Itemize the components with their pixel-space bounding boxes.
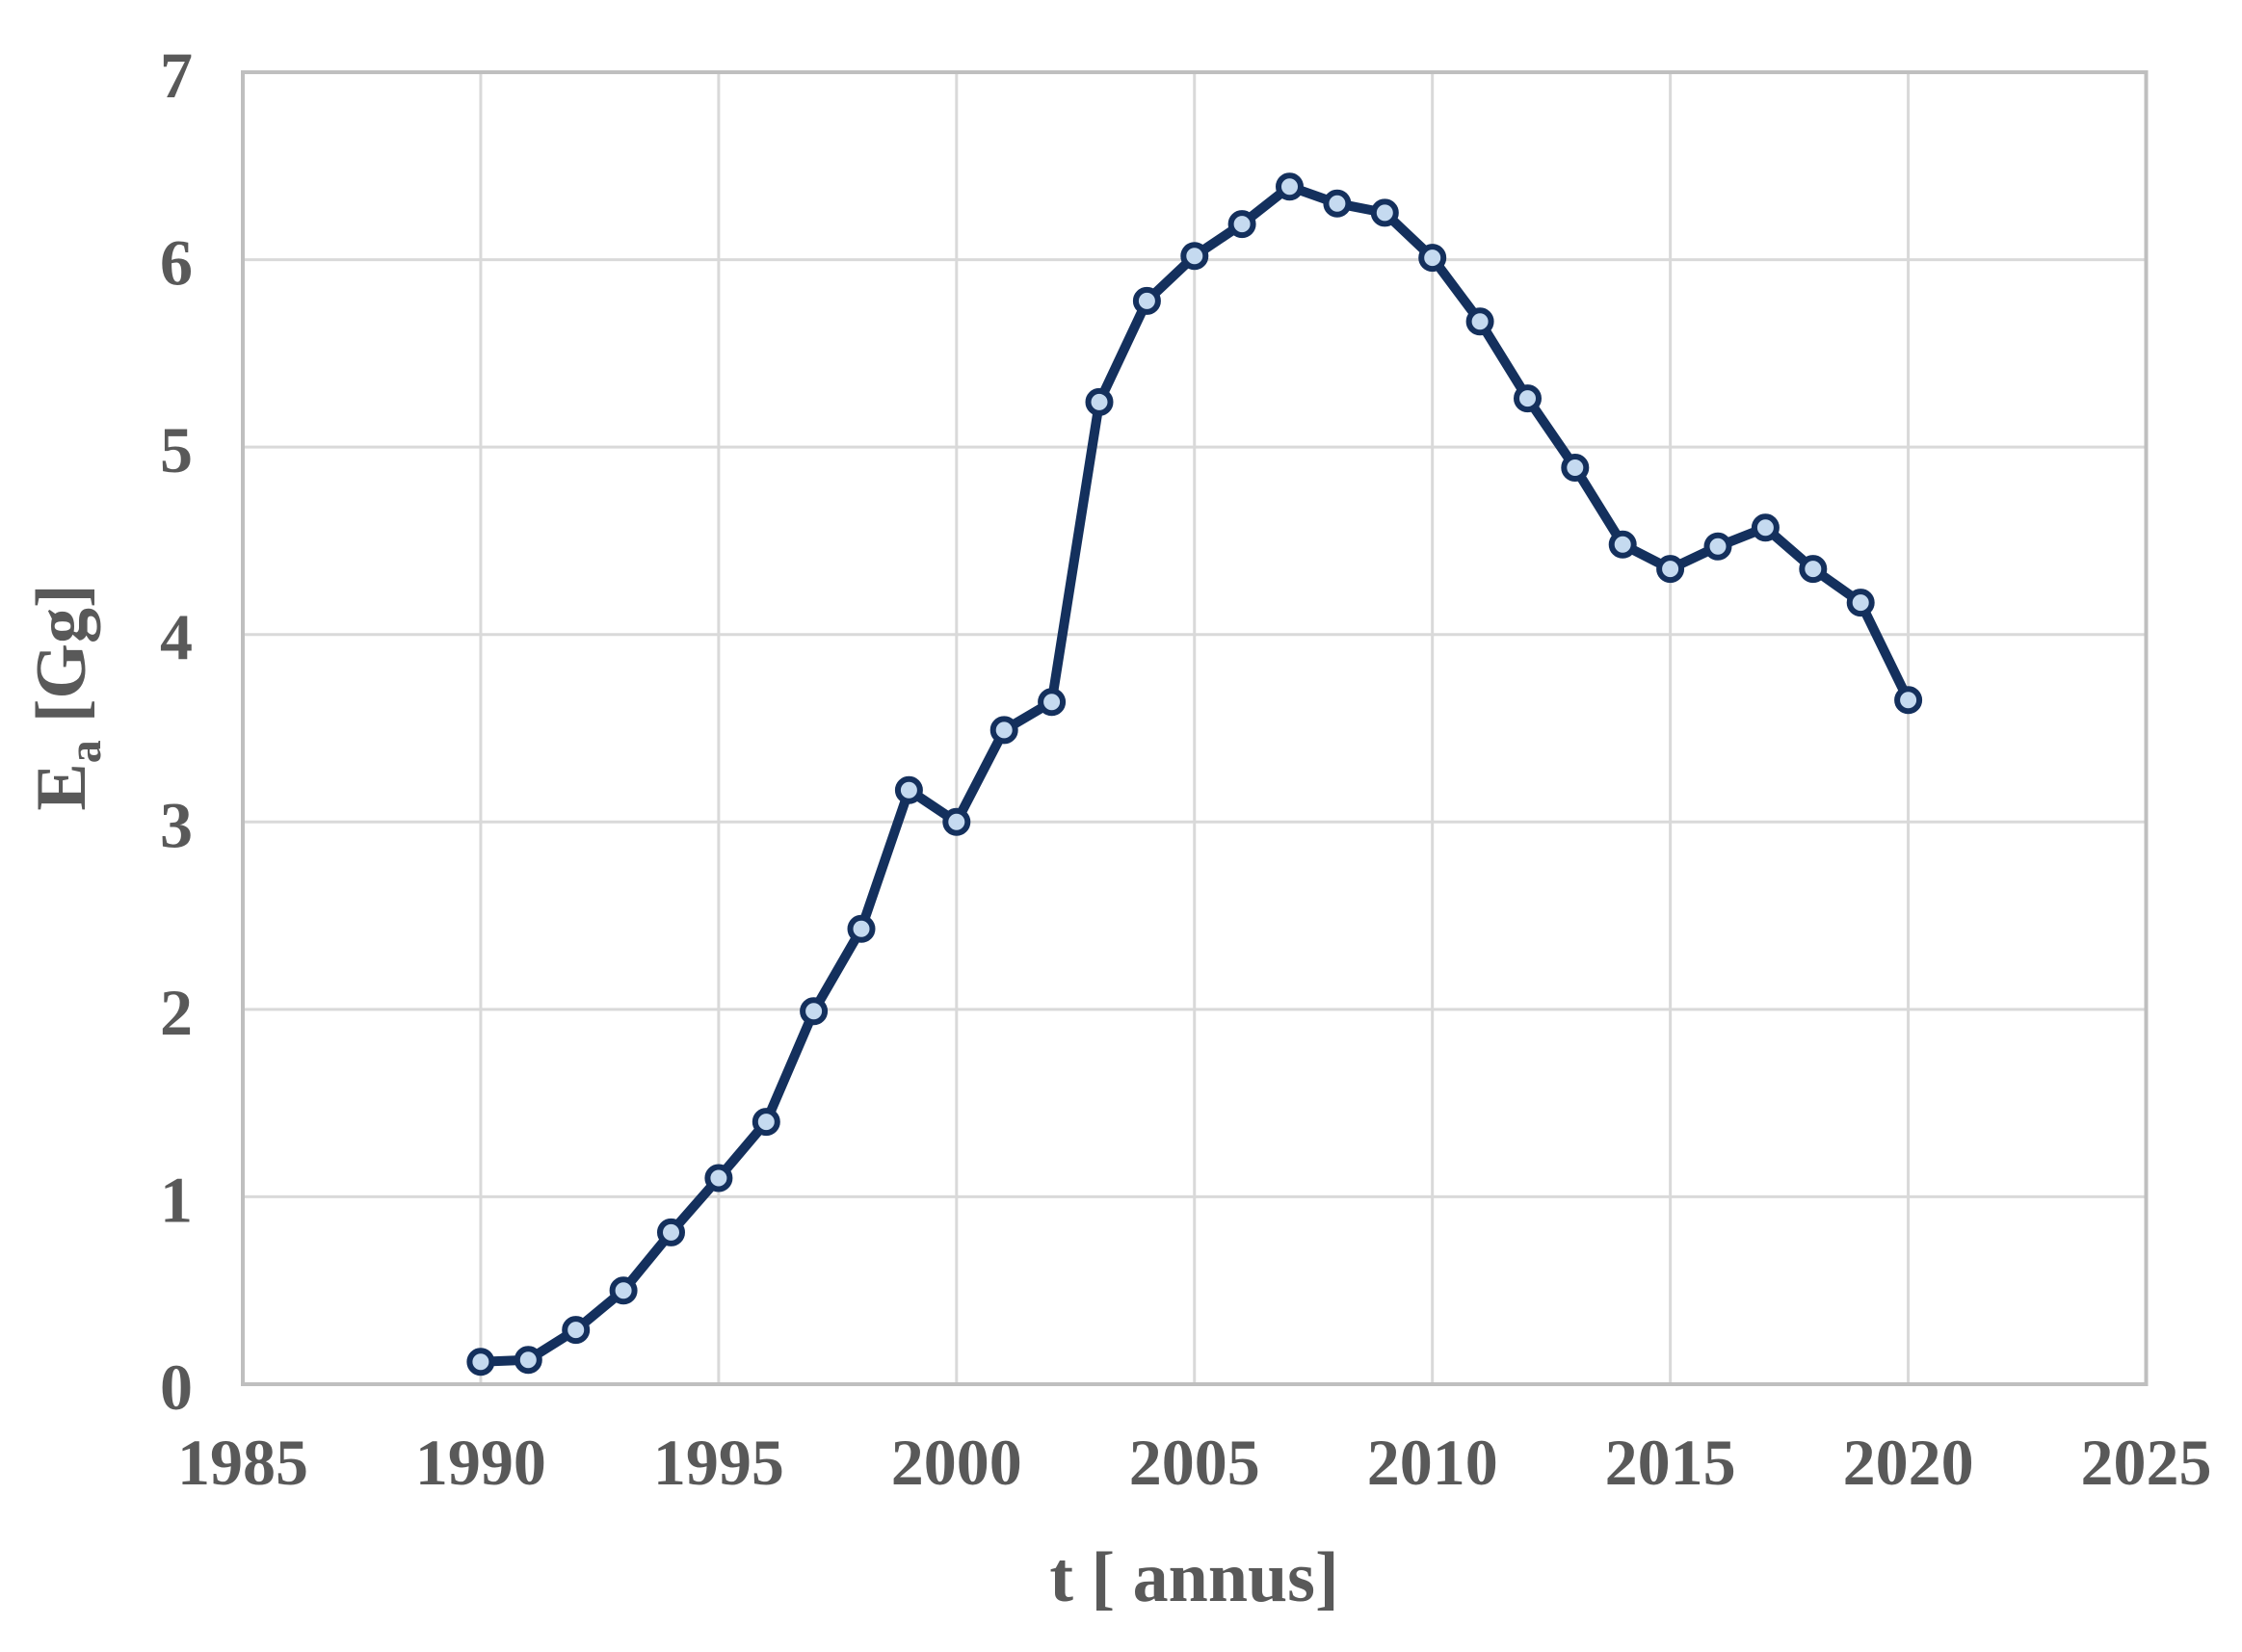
y-axis-title-symbol: E [22, 763, 101, 810]
data-point-marker [1418, 244, 1447, 273]
data-point-marker [1514, 384, 1542, 413]
y-tick-label: 5 [160, 413, 193, 486]
x-tick-label: 1990 [415, 1426, 546, 1499]
data-point-marker [942, 807, 971, 836]
data-point-marker [800, 997, 829, 1026]
y-tick-labels: 0 1 2 3 4 5 6 7 [160, 39, 193, 1424]
data-point-marker [847, 914, 876, 943]
data-point-marker [704, 1164, 733, 1193]
plot-border [241, 70, 2149, 1386]
data-point-marker [562, 1316, 591, 1345]
x-tick-label: 2015 [1605, 1426, 1736, 1499]
data-point-marker [1276, 172, 1304, 201]
x-tick-label: 2025 [2081, 1426, 2212, 1499]
x-tick-label: 2010 [1367, 1426, 1498, 1499]
y-tick-label: 2 [160, 976, 193, 1049]
data-point-marker [1180, 242, 1209, 271]
data-point-marker [1608, 530, 1637, 559]
data-point-marker [1465, 307, 1494, 336]
data-point-marker [894, 775, 923, 804]
y-tick-label: 1 [160, 1163, 193, 1236]
y-axis-title: Ea [Gg] [22, 584, 111, 810]
x-tick-label: 2000 [891, 1426, 1022, 1499]
data-series [466, 172, 1923, 1377]
y-tick-label: 3 [160, 788, 193, 861]
data-point-marker [1132, 286, 1161, 315]
y-axis-title-subscript: a [60, 740, 111, 763]
x-tick-label: 1995 [653, 1426, 784, 1499]
x-tick-label: 1985 [177, 1426, 308, 1499]
data-point-marker [514, 1346, 542, 1375]
x-tick-labels: 1985 1990 1995 2000 2005 2010 2015 2020 2025 [177, 1426, 2212, 1499]
data-point-marker [609, 1276, 638, 1305]
data-point-marker [1085, 387, 1114, 416]
data-point-marker [1799, 555, 1828, 584]
data-point-marker [1561, 454, 1590, 482]
data-point-marker [1227, 210, 1256, 239]
data-point-marker [657, 1218, 685, 1246]
data-point-marker [1751, 513, 1780, 542]
x-axis-title: t [ annus] [1049, 1538, 1338, 1617]
data-point-marker [1703, 532, 1732, 561]
y-tick-label: 6 [160, 226, 193, 300]
data-point-marker [1656, 555, 1685, 584]
data-point-marker [989, 716, 1018, 745]
y-tick-label: 7 [160, 39, 193, 112]
data-point-marker [1894, 686, 1923, 715]
y-tick-label: 0 [160, 1350, 193, 1424]
x-tick-label: 2020 [1843, 1426, 1974, 1499]
x-tick-label: 2005 [1129, 1426, 1260, 1499]
y-tick-label: 4 [160, 601, 193, 674]
data-point-marker [1323, 189, 1352, 218]
data-point-marker [466, 1348, 495, 1377]
y-axis-title-unit: [Gg] [22, 584, 101, 722]
data-point-marker [1846, 589, 1875, 617]
data-point-marker [1370, 198, 1399, 227]
data-point-marker [1038, 688, 1067, 717]
data-point-marker [752, 1108, 780, 1137]
